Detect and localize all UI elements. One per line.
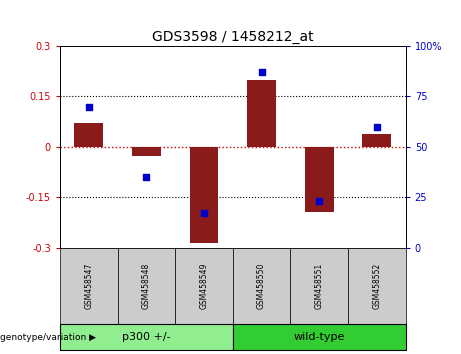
Bar — [118, 248, 175, 324]
Bar — [233, 324, 406, 350]
Title: GDS3598 / 1458212_at: GDS3598 / 1458212_at — [152, 30, 313, 44]
Point — [315, 199, 323, 204]
Text: p300 +/-: p300 +/- — [122, 332, 171, 342]
Text: wild-type: wild-type — [294, 332, 345, 342]
Bar — [305, 147, 334, 212]
Text: GSM458547: GSM458547 — [84, 263, 93, 309]
Bar — [290, 248, 348, 324]
Text: GSM458549: GSM458549 — [200, 263, 208, 309]
Text: GSM458548: GSM458548 — [142, 263, 151, 309]
Bar — [362, 134, 391, 147]
Legend: transformed count, percentile rank within the sample: transformed count, percentile rank withi… — [60, 350, 230, 354]
Point — [258, 69, 266, 75]
Text: GSM458551: GSM458551 — [315, 263, 324, 309]
Bar — [60, 324, 233, 350]
Point — [142, 175, 150, 180]
Bar — [247, 80, 276, 147]
Bar — [348, 248, 406, 324]
Bar — [74, 123, 103, 147]
Bar — [60, 248, 118, 324]
Bar — [189, 147, 219, 243]
Bar — [175, 248, 233, 324]
Text: genotype/variation ▶: genotype/variation ▶ — [0, 333, 96, 342]
Bar — [233, 248, 290, 324]
Text: GSM458550: GSM458550 — [257, 263, 266, 309]
Point — [373, 124, 381, 130]
Text: GSM458552: GSM458552 — [372, 263, 381, 309]
Bar — [132, 147, 161, 156]
Point — [85, 104, 92, 109]
Point — [200, 211, 207, 216]
